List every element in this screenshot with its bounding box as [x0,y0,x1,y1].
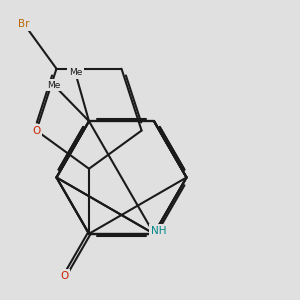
Text: Me: Me [47,81,61,90]
Text: O: O [61,271,69,281]
Text: NH: NH [151,226,166,236]
Text: Me: Me [69,68,82,77]
Text: Br: Br [18,19,30,29]
Text: O: O [32,125,40,136]
